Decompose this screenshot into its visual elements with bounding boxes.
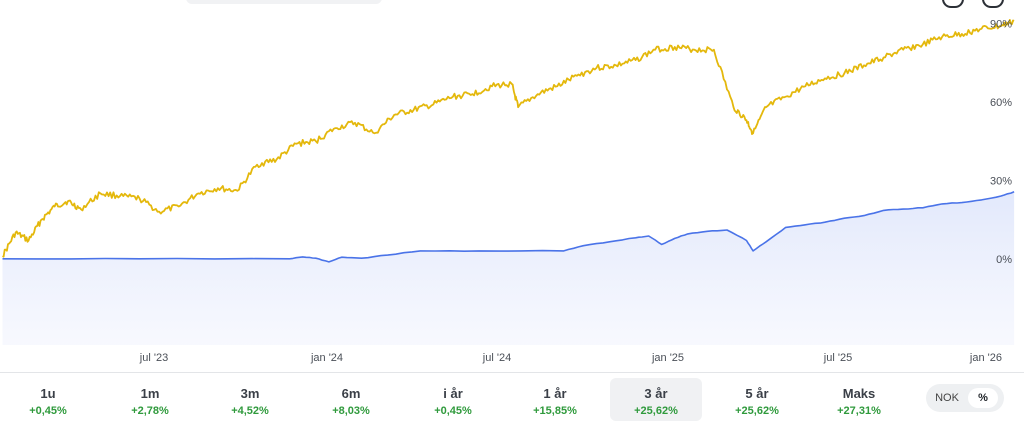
period-1u[interactable]: 1u +0,45% [2, 378, 94, 421]
period-label: 6m [341, 386, 361, 401]
period-change: +27,31% [837, 405, 881, 417]
period-change: +25,62% [735, 405, 779, 417]
period-label: 5 år [745, 386, 769, 401]
performance-chart: 90% 60% 30% 0% jul '23 jan '24 jul '24 jan '25… [2, 19, 1015, 364]
period-1m[interactable]: 1m +2,78% [104, 378, 196, 421]
toggle-percent-option[interactable]: % [968, 388, 998, 408]
y-tick-label: 30% [990, 175, 1012, 187]
period-label: 3 år [644, 386, 668, 401]
period-1y[interactable]: 1 år +15,85% [509, 378, 601, 421]
period-6m[interactable]: 6m +8,03% [305, 378, 397, 421]
period-change: +25,62% [634, 405, 678, 417]
period-5y[interactable]: 5 år +25,62% [711, 378, 803, 421]
x-tick-label: jul '24 [482, 352, 511, 364]
toggle-nok-option[interactable]: NOK [935, 392, 959, 404]
period-label: 1 år [543, 386, 567, 401]
x-tick-label: jul '23 [139, 352, 168, 364]
series-1-line [2, 19, 1015, 258]
y-tick-label: 60% [990, 97, 1012, 109]
unit-toggle: NOK % [926, 384, 1004, 412]
x-tick-label: jan '26 [969, 352, 1002, 364]
top-search-pill[interactable] [186, 0, 382, 4]
y-tick-label: 0% [996, 254, 1012, 266]
period-label: 1u [40, 386, 56, 401]
period-change: +15,85% [533, 405, 577, 417]
period-label: Maks [842, 386, 876, 401]
series-2-line [2, 191, 1015, 263]
period-3y[interactable]: 3 år +25,62% [610, 378, 702, 421]
period-3m[interactable]: 3m +4,52% [204, 378, 296, 421]
y-tick-label: 90% [990, 19, 1012, 31]
period-ytd[interactable]: i år +0,45% [407, 378, 499, 421]
period-label: 1m [140, 386, 160, 401]
x-tick-label: jan '25 [651, 352, 684, 364]
period-change: +4,52% [231, 405, 269, 417]
period-change: +2,78% [131, 405, 169, 417]
series-2-area [2, 191, 1015, 345]
period-max[interactable]: Maks +27,31% [813, 378, 905, 421]
period-selector: 1u +0,45% 1m +2,78% 3m +4,52% 6m +8,03% … [0, 372, 1024, 423]
x-tick-label: jan '24 [310, 352, 343, 364]
x-tick-label: jul '25 [823, 352, 852, 364]
period-label: 3m [240, 386, 260, 401]
period-change: +8,03% [332, 405, 370, 417]
period-change: +0,45% [29, 405, 67, 417]
period-label: i år [443, 386, 463, 401]
period-change: +0,45% [434, 405, 472, 417]
